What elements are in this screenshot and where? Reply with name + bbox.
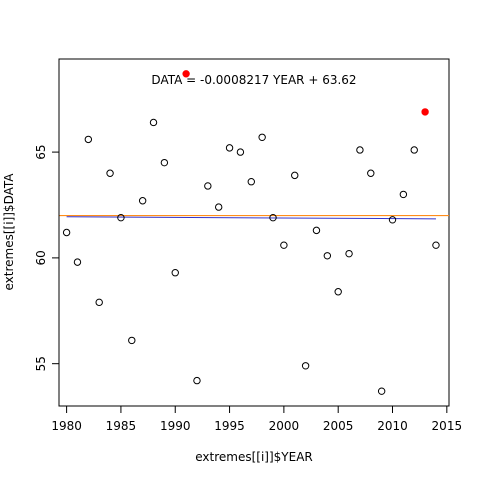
data-point — [399, 190, 408, 199]
highlighted-point — [421, 108, 429, 116]
y-tick-label: 60 — [34, 250, 48, 265]
data-point — [193, 376, 201, 385]
data-point — [334, 288, 342, 296]
data-point — [106, 169, 114, 177]
y-tick-label: 55 — [34, 356, 48, 371]
plot-frame — [58, 58, 450, 407]
x-axis-title: extremes[[i]]$YEAR — [195, 450, 313, 464]
data-point — [236, 148, 245, 156]
x-tick-label: 1985 — [106, 419, 137, 433]
data-point — [62, 228, 71, 237]
data-point — [247, 178, 255, 186]
data-point — [258, 133, 266, 141]
x-tick-label: 2000 — [269, 419, 300, 433]
data-point — [160, 158, 169, 167]
data-point — [280, 241, 288, 249]
data-point — [432, 241, 440, 249]
y-tick-label: 65 — [34, 144, 48, 159]
data-point — [367, 169, 375, 177]
x-axis: 1980 1985 1990 1995 2000 2005 2010 2015 — [51, 405, 463, 433]
regression-line — [66, 216, 436, 220]
x-tick-label: 1995 — [214, 419, 245, 433]
highlighted-point — [182, 70, 190, 78]
data-point — [117, 213, 125, 222]
data-point — [73, 258, 82, 266]
data-point — [128, 336, 136, 345]
data-point — [377, 387, 386, 395]
y-axis-title: extremes[[i]]$DATA — [2, 173, 16, 291]
data-point — [171, 269, 179, 277]
points-layer — [62, 70, 440, 395]
data-point — [356, 146, 364, 154]
x-tick-label: 2015 — [432, 419, 463, 433]
x-tick-label: 1990 — [160, 419, 191, 433]
data-point — [291, 171, 299, 180]
y-axis: 55 60 65 — [34, 144, 60, 371]
regression-line-layer — [66, 216, 436, 220]
regression-equation-label: DATA = -0.0008217 YEAR + 63.62 — [151, 73, 356, 87]
data-point — [204, 182, 212, 190]
x-tick-label: 2010 — [377, 419, 408, 433]
data-point — [95, 298, 103, 307]
data-point — [388, 216, 397, 224]
x-tick-label: 2005 — [323, 419, 354, 433]
data-point — [138, 197, 147, 205]
data-point — [225, 144, 234, 152]
data-point — [410, 146, 418, 154]
data-point — [269, 213, 277, 222]
data-point — [323, 252, 332, 260]
x-tick-label: 1980 — [51, 419, 82, 433]
data-point — [84, 135, 93, 144]
data-point — [312, 226, 321, 235]
data-point — [149, 118, 158, 127]
data-point — [214, 203, 223, 211]
data-point — [301, 362, 310, 370]
data-point — [345, 249, 353, 258]
